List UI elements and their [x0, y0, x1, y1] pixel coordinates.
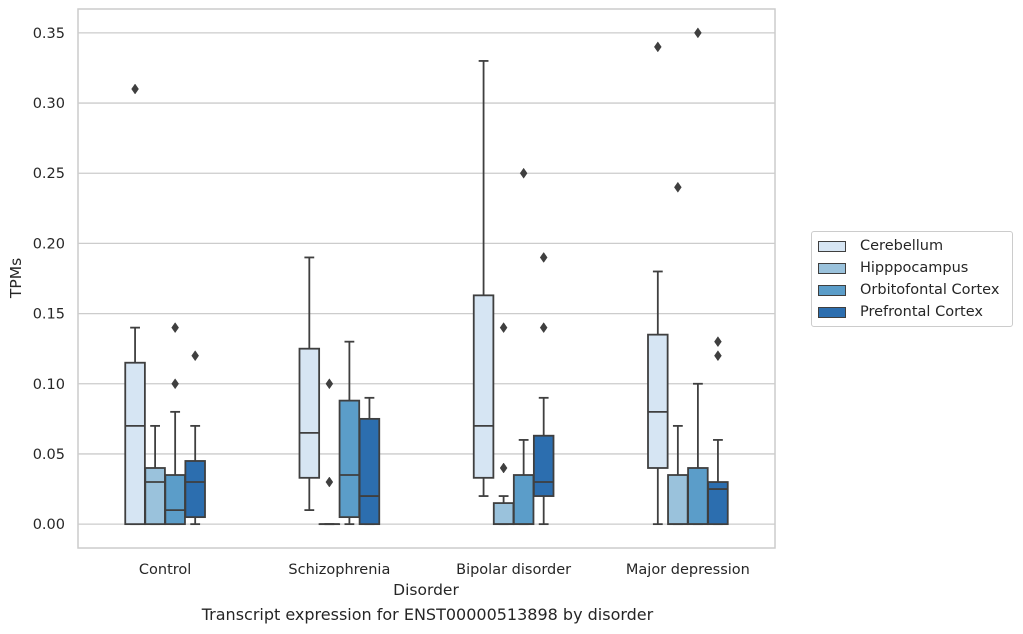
- box-group: [338, 340, 361, 526]
- box-group: [512, 167, 535, 526]
- chart-title: Transcript expression for ENST0000051389…: [201, 605, 654, 624]
- y-tick-label: 0.05: [33, 447, 65, 463]
- x-tick-label: Schizophrenia: [288, 562, 390, 578]
- legend-item-prefrontal-cortex: Prefrontal Cortex: [818, 303, 983, 321]
- box-group: [687, 27, 709, 526]
- y-tick-label: 0.00: [33, 517, 65, 533]
- box-iqr: [144, 467, 166, 526]
- box-iqr: [707, 481, 729, 526]
- y-tick-label: 0.30: [33, 96, 65, 112]
- box-group: [472, 60, 495, 497]
- box-iqr: [472, 294, 495, 479]
- x-tick-labels: Control Schizophrenia Bipolar disorder Majo…: [139, 562, 750, 578]
- y-tick-label: 0.25: [33, 166, 65, 182]
- legend-swatch-cerebellum: [818, 240, 846, 252]
- outlier-point: [499, 322, 508, 334]
- box-iqr: [298, 347, 321, 479]
- outlier-point: [325, 476, 334, 488]
- box-marks: [124, 27, 729, 526]
- box-iqr: [667, 474, 689, 526]
- box-iqr: [338, 399, 361, 519]
- legend-item-hippocampus: Hipppocampus: [818, 259, 968, 277]
- outlier-point: [694, 27, 702, 39]
- outlier-point: [519, 167, 528, 179]
- outlier-point: [674, 181, 682, 193]
- box-iqr: [647, 333, 669, 469]
- outlier-point: [499, 462, 508, 474]
- legend-label-prefrontal-cortex: Prefrontal Cortex: [860, 304, 983, 320]
- box-iqr: [184, 460, 206, 519]
- box-group: [647, 41, 669, 526]
- legend: Cerebellum Hipppocampus Orbitofontal Cor…: [811, 231, 1013, 327]
- outlier-point: [325, 378, 334, 390]
- box-iqr: [358, 417, 381, 526]
- legend-label-hippocampus: Hipppocampus: [860, 260, 969, 276]
- legend-label-orbitofrontal-cortex: Orbitofontal Cortex: [860, 282, 1000, 298]
- legend-item-cerebellum: Cerebellum: [818, 237, 943, 255]
- box-group: [532, 252, 555, 526]
- box-group: [492, 322, 515, 526]
- x-tick-label: Control: [139, 562, 191, 578]
- outlier-point: [539, 322, 548, 334]
- gridlines: [78, 32, 775, 525]
- outlier-point: [714, 336, 722, 348]
- x-tick-label: Bipolar disorder: [456, 562, 571, 578]
- y-tick-label: 0.15: [33, 307, 65, 323]
- legend-label-cerebellum: Cerebellum: [860, 238, 944, 254]
- outlier-point: [171, 322, 179, 334]
- x-axis-label: Disorder: [393, 581, 459, 599]
- box-group: [318, 378, 341, 526]
- box-iqr: [492, 502, 515, 526]
- plot-frame: [77, 8, 776, 549]
- box-group: [124, 83, 146, 526]
- box-iqr: [532, 434, 555, 497]
- legend-item-orbitofrontal-cortex: Orbitofontal Cortex: [818, 281, 999, 299]
- box-group: [298, 256, 321, 512]
- box-iqr: [512, 474, 535, 526]
- outlier-point: [714, 350, 722, 362]
- box-group: [667, 181, 689, 526]
- box-group: [707, 336, 729, 526]
- outlier-point: [539, 252, 548, 263]
- box-iqr: [124, 361, 146, 526]
- outlier-point: [191, 350, 199, 362]
- box-group: [184, 350, 206, 526]
- y-tick-labels: 0.00 0.05 0.10 0.15 0.20 0.25 0.30 0.35: [33, 26, 65, 533]
- y-tick-label: 0.10: [33, 377, 65, 393]
- y-tick-label: 0.35: [33, 26, 65, 42]
- outlier-point: [171, 378, 179, 390]
- x-tick-label: Major depression: [626, 562, 750, 578]
- legend-swatch-prefrontal-cortex: [818, 306, 846, 318]
- box-iqr: [164, 474, 186, 526]
- box-group: [144, 424, 166, 526]
- y-axis-label: TPMs: [7, 258, 25, 299]
- legend-swatch-orbitofrontal-cortex: [818, 284, 846, 296]
- y-tick-label: 0.20: [33, 236, 65, 252]
- box-iqr: [687, 467, 709, 526]
- legend-swatch-hippocampus: [818, 262, 846, 274]
- outlier-point: [131, 83, 139, 95]
- box-group: [164, 322, 186, 526]
- outlier-point: [654, 41, 662, 53]
- box-group: [358, 396, 381, 526]
